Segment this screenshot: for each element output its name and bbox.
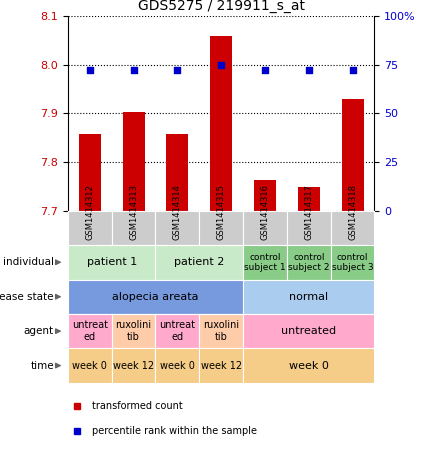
Text: week 12: week 12 <box>201 361 242 371</box>
Text: disease state: disease state <box>0 292 54 302</box>
Text: alopecia areata: alopecia areata <box>112 292 199 302</box>
Text: GSM1414312: GSM1414312 <box>85 184 94 240</box>
Point <box>174 67 181 74</box>
Text: percentile rank within the sample: percentile rank within the sample <box>92 426 258 436</box>
Point <box>261 67 268 74</box>
Text: time: time <box>30 361 54 371</box>
Text: normal: normal <box>289 292 328 302</box>
Text: individual: individual <box>3 257 54 267</box>
Text: GSM1414313: GSM1414313 <box>129 184 138 240</box>
Text: transformed count: transformed count <box>92 401 183 411</box>
Point <box>349 67 356 74</box>
Text: control
subject 3: control subject 3 <box>332 253 374 272</box>
Text: week 0: week 0 <box>289 361 329 371</box>
Bar <box>79 134 101 211</box>
Text: agent: agent <box>24 326 54 336</box>
Text: GSM1414317: GSM1414317 <box>304 184 313 240</box>
Text: GSM1414314: GSM1414314 <box>173 184 182 240</box>
Bar <box>298 187 320 211</box>
Point <box>130 67 137 74</box>
Text: GSM1414315: GSM1414315 <box>217 184 226 240</box>
Text: ruxolini
tib: ruxolini tib <box>203 320 239 342</box>
Text: control
subject 1: control subject 1 <box>244 253 286 272</box>
Text: GSM1414316: GSM1414316 <box>261 184 269 240</box>
Bar <box>166 134 188 211</box>
Text: GSM1414318: GSM1414318 <box>348 184 357 240</box>
Bar <box>210 36 232 211</box>
Text: untreat
ed: untreat ed <box>159 320 195 342</box>
Point <box>218 61 225 68</box>
Title: GDS5275 / 219911_s_at: GDS5275 / 219911_s_at <box>138 0 305 14</box>
Bar <box>123 112 145 211</box>
Text: week 0: week 0 <box>160 361 195 371</box>
Text: patient 1: patient 1 <box>87 257 137 267</box>
Text: untreat
ed: untreat ed <box>72 320 108 342</box>
Text: untreated: untreated <box>281 326 336 336</box>
Bar <box>254 180 276 211</box>
Text: control
subject 2: control subject 2 <box>288 253 329 272</box>
Point <box>305 67 312 74</box>
Text: week 0: week 0 <box>72 361 107 371</box>
Point <box>86 67 93 74</box>
Text: week 12: week 12 <box>113 361 154 371</box>
Text: ruxolini
tib: ruxolini tib <box>116 320 152 342</box>
Text: patient 2: patient 2 <box>174 257 225 267</box>
Bar <box>342 99 364 211</box>
